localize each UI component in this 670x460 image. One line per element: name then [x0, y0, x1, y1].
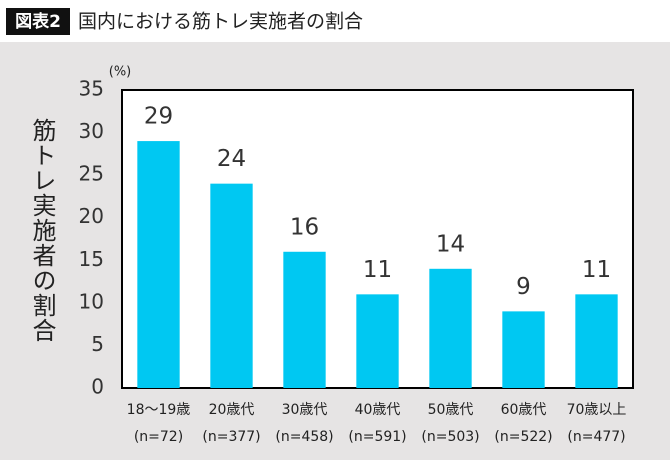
x-tick-note: (n=591) — [348, 429, 406, 445]
x-tick-label: 70歳以上 — [567, 402, 627, 418]
y-tick-label: 35 — [79, 77, 104, 101]
x-tick-note: (n=522) — [494, 429, 552, 445]
x-tick-label: 30歳代 — [282, 402, 328, 418]
x-tick-note: (n=458) — [275, 429, 333, 445]
x-tick-label: 40歳代 — [355, 402, 401, 418]
y-axis-label: 筋トレ実施者の割合 — [28, 118, 56, 343]
y-tick-label: 5 — [91, 332, 104, 356]
bar — [210, 183, 253, 388]
bar — [429, 268, 472, 388]
y-tick-label: 20 — [79, 204, 104, 228]
data-label: 11 — [363, 257, 392, 283]
x-tick-label: 18〜19歳 — [127, 402, 191, 418]
x-tick-note: (n=72) — [134, 429, 183, 445]
bar — [575, 294, 618, 388]
x-tick-note: (n=377) — [202, 429, 260, 445]
y-unit: (%) — [109, 65, 132, 80]
y-tick-label: 15 — [79, 247, 104, 271]
data-label: 9 — [516, 274, 531, 300]
chart-title: 国内における筋トレ実施者の割合 — [78, 11, 363, 33]
bar — [502, 311, 545, 388]
bar — [283, 251, 326, 388]
data-label: 11 — [582, 257, 611, 283]
x-tick-note: (n=503) — [421, 429, 479, 445]
y-tick-label: 25 — [79, 162, 104, 186]
y-tick-label: 0 — [91, 375, 104, 399]
badge: 図表2 — [15, 11, 61, 32]
data-label: 16 — [290, 214, 319, 240]
bar — [137, 141, 180, 388]
data-label: 24 — [217, 146, 246, 172]
x-tick-label: 50歳代 — [428, 402, 474, 418]
badge-box — [6, 8, 70, 35]
x-tick-label: 60歳代 — [501, 402, 547, 418]
x-tick-note: (n=477) — [567, 429, 625, 445]
data-label: 29 — [144, 104, 173, 130]
bar — [356, 294, 399, 388]
x-tick-label: 20歳代 — [209, 402, 255, 418]
data-label: 14 — [436, 231, 465, 257]
y-tick-label: 30 — [79, 119, 104, 143]
y-tick-label: 10 — [79, 289, 104, 313]
